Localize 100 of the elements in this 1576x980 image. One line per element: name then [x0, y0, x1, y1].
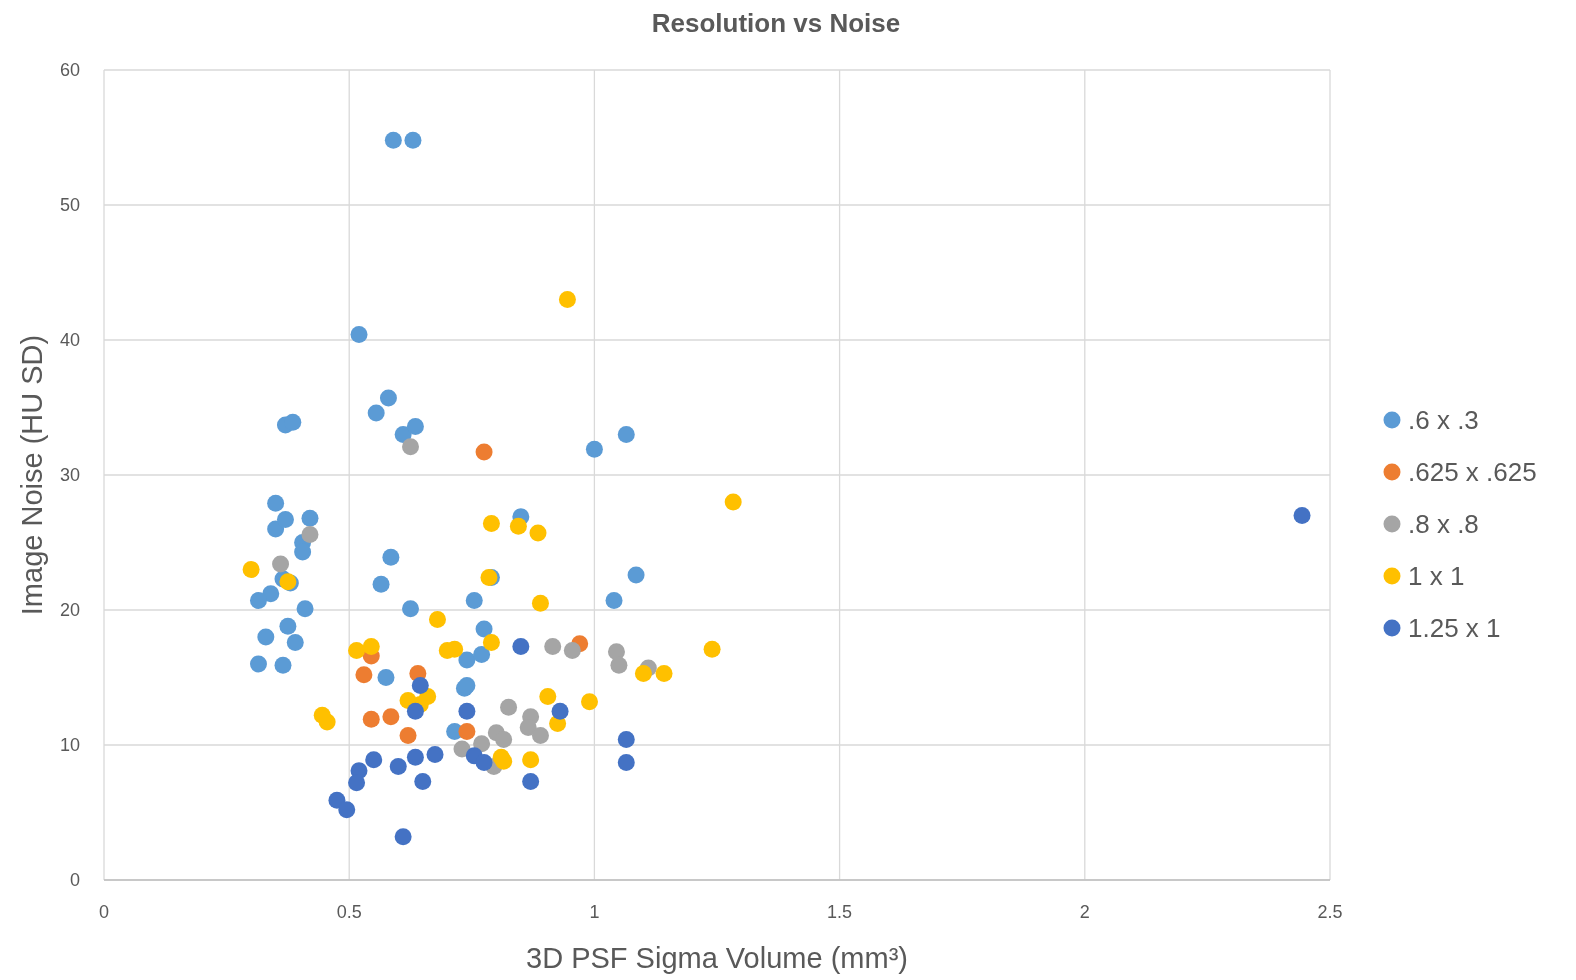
legend-label: .625 x .625 — [1408, 457, 1537, 487]
point — [279, 617, 297, 635]
x-tick-label: 1.5 — [827, 902, 853, 922]
point — [551, 702, 569, 720]
point — [402, 438, 419, 456]
point — [724, 493, 742, 511]
point — [509, 517, 527, 535]
y-tick-label: 60 — [59, 60, 80, 80]
point — [296, 600, 314, 618]
x-tick-label: 2.5 — [1317, 902, 1343, 922]
point — [519, 718, 537, 736]
point — [512, 637, 530, 655]
point — [655, 664, 673, 682]
point — [475, 754, 493, 772]
point — [406, 702, 424, 720]
legend-label: 1 x 1 — [1408, 561, 1465, 591]
point — [544, 637, 562, 655]
point — [522, 751, 540, 769]
point — [585, 440, 603, 458]
point — [428, 610, 446, 628]
point — [473, 646, 491, 664]
point — [367, 404, 385, 422]
x-tick-label: 2 — [1079, 902, 1090, 922]
point — [703, 640, 721, 658]
point — [284, 413, 302, 431]
point — [262, 585, 280, 603]
point — [338, 801, 356, 819]
y-tick-label: 10 — [59, 735, 80, 755]
point — [634, 664, 652, 682]
point — [458, 702, 476, 720]
y-tick-label: 30 — [59, 465, 80, 485]
point — [389, 758, 407, 776]
point — [382, 708, 400, 726]
legend-label: 1.25 x 1 — [1408, 613, 1501, 643]
point — [495, 752, 513, 770]
x-tick-label: 1 — [589, 902, 600, 922]
point — [426, 745, 444, 763]
point — [249, 592, 267, 610]
point — [458, 651, 476, 669]
point — [610, 656, 628, 674]
y-tick-label: 50 — [59, 195, 80, 215]
point — [473, 735, 491, 753]
point — [399, 727, 417, 745]
point — [411, 677, 429, 695]
point — [458, 723, 476, 740]
point — [522, 772, 540, 790]
point — [348, 774, 366, 792]
point — [495, 731, 513, 749]
point — [286, 633, 304, 651]
point — [362, 710, 380, 728]
x-axis-title: 3D PSF Sigma Volume (mm³) — [526, 942, 908, 974]
point — [563, 642, 581, 659]
point — [475, 443, 493, 461]
point — [475, 620, 493, 638]
point — [318, 713, 336, 731]
point — [249, 655, 267, 673]
point — [301, 509, 319, 527]
point — [558, 291, 576, 308]
point — [274, 656, 292, 674]
x-tick-label: 0 — [98, 902, 110, 922]
point — [379, 389, 397, 407]
point — [605, 592, 623, 610]
point — [355, 666, 373, 684]
point — [257, 628, 275, 646]
y-tick-label: 20 — [59, 600, 80, 620]
point — [531, 727, 549, 745]
legend-label: .6 x .3 — [1408, 405, 1479, 435]
point — [350, 326, 368, 344]
point — [529, 524, 547, 542]
point — [539, 687, 557, 705]
point — [348, 642, 366, 659]
point — [627, 566, 645, 584]
point — [465, 592, 483, 610]
point — [406, 748, 424, 766]
y-tick-label: 40 — [59, 330, 80, 350]
point — [242, 561, 260, 578]
point — [607, 643, 625, 661]
point — [384, 131, 402, 149]
legend-label: .8 x .8 — [1408, 509, 1479, 539]
point — [482, 515, 500, 533]
point — [377, 669, 395, 686]
point — [267, 494, 285, 512]
point — [500, 698, 518, 716]
point — [414, 772, 432, 790]
point — [531, 594, 549, 612]
point — [394, 828, 412, 846]
point — [406, 417, 424, 435]
point — [272, 555, 290, 573]
point — [482, 633, 500, 651]
point — [382, 548, 400, 566]
point — [301, 525, 319, 543]
point — [402, 600, 419, 618]
point — [617, 754, 635, 772]
point — [276, 511, 294, 529]
point — [362, 637, 380, 655]
point — [372, 575, 390, 593]
point — [617, 731, 635, 749]
y-tick-label: 0 — [69, 870, 80, 890]
point — [1293, 507, 1311, 524]
point — [581, 693, 598, 711]
